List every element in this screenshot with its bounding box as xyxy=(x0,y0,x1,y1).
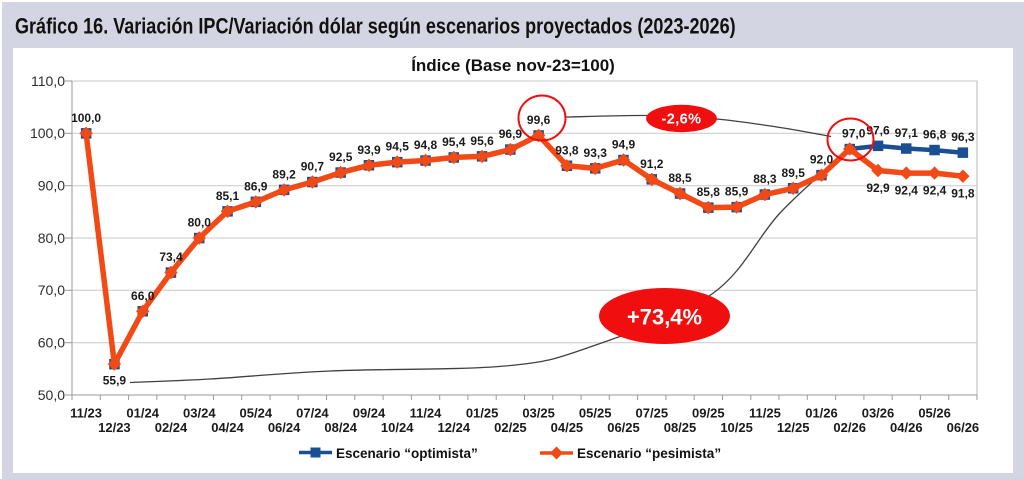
svg-text:08/25: 08/25 xyxy=(664,420,697,435)
svg-text:01/26: 01/26 xyxy=(805,406,838,421)
svg-text:100,0: 100,0 xyxy=(30,125,65,141)
svg-text:02/25: 02/25 xyxy=(494,420,527,435)
svg-text:70,0: 70,0 xyxy=(38,282,65,298)
svg-text:93,9: 93,9 xyxy=(357,143,381,157)
svg-text:80,0: 80,0 xyxy=(188,216,212,230)
svg-text:01/24: 01/24 xyxy=(126,406,159,421)
svg-text:90,7: 90,7 xyxy=(301,160,325,174)
svg-text:02/26: 02/26 xyxy=(833,420,866,435)
svg-text:97,1: 97,1 xyxy=(895,126,919,140)
svg-text:08/24: 08/24 xyxy=(324,420,357,435)
svg-text:50,0: 50,0 xyxy=(38,387,65,403)
svg-text:89,2: 89,2 xyxy=(272,167,296,181)
svg-text:06/25: 06/25 xyxy=(607,420,640,435)
svg-text:01/25: 01/25 xyxy=(466,406,499,421)
svg-text:96,9: 96,9 xyxy=(499,127,523,141)
svg-text:05/24: 05/24 xyxy=(240,406,273,421)
svg-text:94,5: 94,5 xyxy=(386,140,410,154)
svg-text:93,8: 93,8 xyxy=(555,143,579,157)
svg-text:07/24: 07/24 xyxy=(296,406,329,421)
svg-text:55,9: 55,9 xyxy=(103,374,127,388)
svg-text:85,8: 85,8 xyxy=(697,185,721,199)
svg-text:11/25: 11/25 xyxy=(749,406,781,421)
svg-text:-2,6%: -2,6% xyxy=(662,112,702,128)
svg-text:10/24: 10/24 xyxy=(381,420,414,435)
svg-text:73,4: 73,4 xyxy=(159,250,183,264)
svg-text:94,9: 94,9 xyxy=(612,138,636,152)
svg-text:Escenario “pesimista”: Escenario “pesimista” xyxy=(577,446,721,461)
svg-text:93,3: 93,3 xyxy=(584,146,608,160)
svg-text:03/25: 03/25 xyxy=(522,406,555,421)
svg-text:92,4: 92,4 xyxy=(923,184,947,198)
svg-text:97,0: 97,0 xyxy=(842,127,866,141)
svg-text:12/24: 12/24 xyxy=(438,420,471,435)
svg-text:12/23: 12/23 xyxy=(98,420,131,435)
svg-text:12/25: 12/25 xyxy=(777,420,810,435)
svg-text:04/25: 04/25 xyxy=(551,420,584,435)
svg-text:92,4: 92,4 xyxy=(895,184,919,198)
svg-text:60,0: 60,0 xyxy=(38,335,65,351)
svg-text:11/23: 11/23 xyxy=(70,406,102,421)
svg-text:85,1: 85,1 xyxy=(216,189,240,203)
svg-text:91,8: 91,8 xyxy=(951,187,975,201)
svg-text:05/25: 05/25 xyxy=(579,406,612,421)
svg-text:94,8: 94,8 xyxy=(414,138,438,152)
svg-text:96,8: 96,8 xyxy=(923,128,947,142)
svg-text:89,5: 89,5 xyxy=(782,166,806,180)
svg-text:11/24: 11/24 xyxy=(410,406,443,421)
svg-text:Índice (Base nov-23=100): Índice (Base nov-23=100) xyxy=(411,56,615,75)
svg-text:100,0: 100,0 xyxy=(71,111,101,125)
svg-text:92,0: 92,0 xyxy=(810,153,834,167)
svg-text:Escenario “optimista”: Escenario “optimista” xyxy=(336,446,478,461)
svg-text:80,0: 80,0 xyxy=(38,230,65,246)
svg-text:05/26: 05/26 xyxy=(918,406,951,421)
svg-text:Gráfico 16. Variación IPC/Vari: Gráfico 16. Variación IPC/Variación dóla… xyxy=(15,15,736,39)
svg-text:99,6: 99,6 xyxy=(527,113,551,127)
svg-text:04/26: 04/26 xyxy=(890,420,923,435)
svg-text:+73,4%: +73,4% xyxy=(627,305,702,330)
svg-text:88,3: 88,3 xyxy=(753,172,777,186)
svg-text:06/24: 06/24 xyxy=(268,420,301,435)
svg-text:91,2: 91,2 xyxy=(640,157,664,171)
svg-text:95,6: 95,6 xyxy=(470,134,494,148)
svg-text:02/24: 02/24 xyxy=(155,420,188,435)
svg-text:06/26: 06/26 xyxy=(947,420,980,435)
svg-text:95,4: 95,4 xyxy=(442,135,466,149)
svg-text:86,9: 86,9 xyxy=(244,179,268,193)
svg-text:04/24: 04/24 xyxy=(211,420,244,435)
svg-text:97,6: 97,6 xyxy=(866,123,890,137)
svg-text:90,0: 90,0 xyxy=(38,178,65,194)
svg-text:92,9: 92,9 xyxy=(866,181,890,195)
svg-text:66,0: 66,0 xyxy=(131,289,155,303)
svg-text:96,3: 96,3 xyxy=(951,130,975,144)
svg-text:88,5: 88,5 xyxy=(668,171,692,185)
svg-text:09/24: 09/24 xyxy=(353,406,386,421)
svg-text:85,9: 85,9 xyxy=(725,185,749,199)
svg-text:92,5: 92,5 xyxy=(329,150,353,164)
svg-text:10/25: 10/25 xyxy=(720,420,753,435)
svg-text:03/24: 03/24 xyxy=(183,406,216,421)
svg-text:07/25: 07/25 xyxy=(636,406,669,421)
svg-text:09/25: 09/25 xyxy=(692,406,725,421)
svg-text:110,0: 110,0 xyxy=(31,73,65,89)
svg-text:03/26: 03/26 xyxy=(862,406,895,421)
